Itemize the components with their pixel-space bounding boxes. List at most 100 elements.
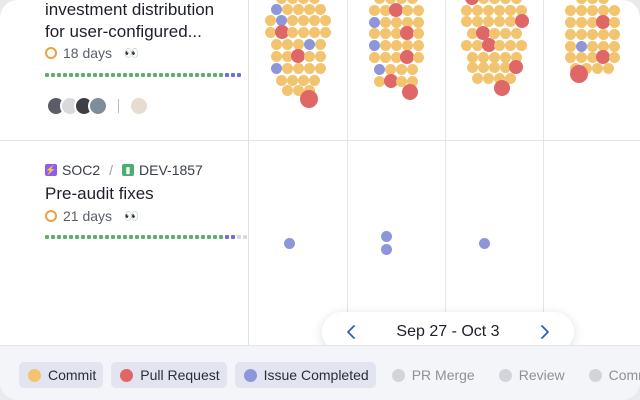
issue-dot[interactable] xyxy=(478,237,490,249)
commit-dot[interactable] xyxy=(483,72,494,84)
pull-request-dot[interactable] xyxy=(494,80,510,96)
commit-dot[interactable] xyxy=(287,26,298,38)
issue-dot[interactable] xyxy=(303,38,315,50)
commit-dot[interactable] xyxy=(281,3,293,15)
commit-dot[interactable] xyxy=(374,75,385,87)
commit-dot[interactable] xyxy=(586,51,598,63)
commit-dot[interactable] xyxy=(401,4,413,16)
commit-dot[interactable] xyxy=(385,63,396,75)
pull-request-dot[interactable] xyxy=(402,84,418,100)
commit-dot[interactable] xyxy=(309,14,320,26)
commit-dot[interactable] xyxy=(309,26,320,38)
commit-dot[interactable] xyxy=(505,15,516,27)
commit-dot[interactable] xyxy=(412,39,424,51)
commit-dot[interactable] xyxy=(608,16,620,28)
commit-dot[interactable] xyxy=(488,27,500,39)
legend-issue-completed-toggle[interactable]: Issue Completed xyxy=(234,362,376,388)
commit-dot[interactable] xyxy=(292,62,304,74)
legend-comme-toggle[interactable]: Comme xyxy=(581,362,640,388)
commit-dot[interactable] xyxy=(385,0,396,4)
legend-review-toggle[interactable]: Review xyxy=(491,362,573,388)
commit-dot[interactable] xyxy=(499,51,511,63)
commit-dot[interactable] xyxy=(564,16,576,28)
commit-dot[interactable] xyxy=(303,50,315,62)
pull-request-dot[interactable] xyxy=(465,0,479,5)
pull-request-dot[interactable] xyxy=(389,3,403,17)
commit-dot[interactable] xyxy=(276,74,287,86)
commit-dot[interactable] xyxy=(564,28,576,40)
pull-request-dot[interactable] xyxy=(476,26,490,40)
commit-dot[interactable] xyxy=(510,27,522,39)
commit-dot[interactable] xyxy=(314,38,326,50)
commit-dot[interactable] xyxy=(401,39,413,51)
pull-request-dot[interactable] xyxy=(514,14,529,28)
commit-dot[interactable] xyxy=(368,27,380,39)
commit-dot[interactable] xyxy=(466,51,478,63)
commit-dot[interactable] xyxy=(499,27,511,39)
commit-dot[interactable] xyxy=(314,3,326,15)
commit-dot[interactable] xyxy=(483,4,494,16)
pull-request-dot[interactable] xyxy=(291,49,305,63)
pull-request-dot[interactable] xyxy=(509,60,523,74)
commit-dot[interactable] xyxy=(472,15,483,27)
commit-dot[interactable] xyxy=(494,72,505,84)
commit-dot[interactable] xyxy=(488,61,500,73)
pull-request-dot[interactable] xyxy=(383,74,398,88)
commit-dot[interactable] xyxy=(483,15,494,27)
commit-dot[interactable] xyxy=(494,4,505,16)
commit-dot[interactable] xyxy=(303,62,315,74)
commit-dot[interactable] xyxy=(466,61,478,73)
commit-dot[interactable] xyxy=(412,51,424,63)
commit-dot[interactable] xyxy=(368,4,380,16)
pull-request-dot[interactable] xyxy=(570,65,588,83)
commit-dot[interactable] xyxy=(281,38,293,50)
commit-dot[interactable] xyxy=(608,4,620,16)
commit-dot[interactable] xyxy=(270,50,282,62)
chevron-right-icon[interactable] xyxy=(536,323,554,341)
commit-dot[interactable] xyxy=(407,63,418,75)
issue-dot[interactable] xyxy=(276,14,287,26)
row2-title[interactable]: Pre-audit fixes xyxy=(45,184,154,203)
issue-dot[interactable] xyxy=(575,40,587,52)
issue-dot[interactable] xyxy=(270,62,282,74)
pull-request-dot[interactable] xyxy=(596,15,610,29)
pull-request-dot[interactable] xyxy=(274,25,289,39)
issue-dot[interactable] xyxy=(270,3,282,15)
commit-dot[interactable] xyxy=(586,16,598,28)
legend-pull-request-toggle[interactable]: Pull Request xyxy=(111,362,227,388)
eyes-reaction-icon[interactable]: 👀 xyxy=(124,209,139,223)
commit-dot[interactable] xyxy=(586,4,598,16)
commit-dot[interactable] xyxy=(407,0,418,4)
commit-dot[interactable] xyxy=(401,16,413,28)
commit-dot[interactable] xyxy=(575,16,587,28)
commit-dot[interactable] xyxy=(379,51,391,63)
commit-dot[interactable] xyxy=(390,39,402,51)
commit-dot[interactable] xyxy=(586,28,598,40)
row1-title[interactable]: investment distribution for user-configu… xyxy=(45,0,214,43)
commit-dot[interactable] xyxy=(265,14,276,26)
commit-dot[interactable] xyxy=(396,75,407,87)
legend-pr-merge-toggle[interactable]: PR Merge xyxy=(384,362,483,388)
commit-dot[interactable] xyxy=(608,28,620,40)
commit-dot[interactable] xyxy=(292,38,304,50)
avatar[interactable] xyxy=(129,96,149,116)
commit-dot[interactable] xyxy=(477,51,489,63)
tag-soc2[interactable]: SOC2 xyxy=(62,162,101,178)
issue-dot[interactable] xyxy=(283,237,295,249)
commit-dot[interactable] xyxy=(488,0,500,4)
commit-dot[interactable] xyxy=(390,16,402,28)
commit-dot[interactable] xyxy=(586,40,598,52)
commit-dot[interactable] xyxy=(379,4,391,16)
commit-dot[interactable] xyxy=(505,72,516,84)
commit-dot[interactable] xyxy=(368,51,380,63)
commit-dot[interactable] xyxy=(309,0,320,4)
commit-dot[interactable] xyxy=(575,28,587,40)
commit-dot[interactable] xyxy=(575,0,587,4)
pull-request-dot[interactable] xyxy=(400,50,414,64)
commit-dot[interactable] xyxy=(608,51,620,63)
legend-commit-toggle[interactable]: Commit xyxy=(19,362,104,388)
commit-dot[interactable] xyxy=(407,75,418,87)
commit-dot[interactable] xyxy=(510,0,522,4)
commit-dot[interactable] xyxy=(466,27,478,39)
commit-dot[interactable] xyxy=(477,0,489,4)
